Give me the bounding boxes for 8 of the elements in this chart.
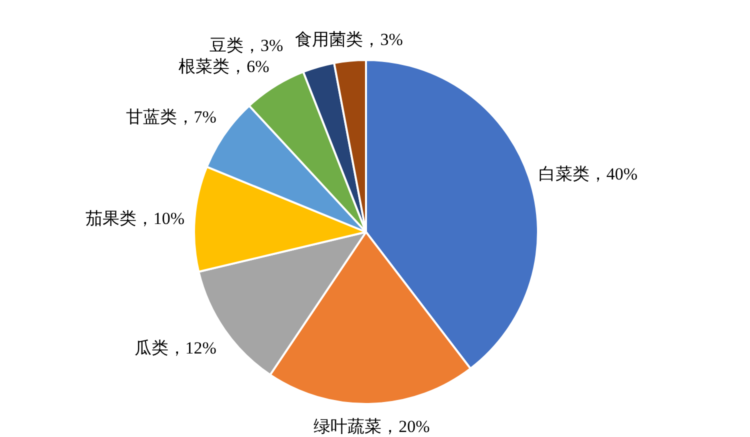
slice-label: 绿叶蔬菜，20% bbox=[314, 416, 430, 436]
slice-label: 豆类，3% bbox=[210, 36, 284, 56]
slice-label: 瓜类，12% bbox=[134, 338, 216, 358]
slice-label: 茄果类，10% bbox=[85, 208, 185, 228]
slice-label: 根菜类，6% bbox=[178, 56, 270, 76]
slice-label: 食用菌类，3% bbox=[295, 30, 403, 49]
slice-label: 白菜类，40% bbox=[538, 164, 638, 184]
slice-label: 甘蓝类，7% bbox=[126, 107, 216, 126]
